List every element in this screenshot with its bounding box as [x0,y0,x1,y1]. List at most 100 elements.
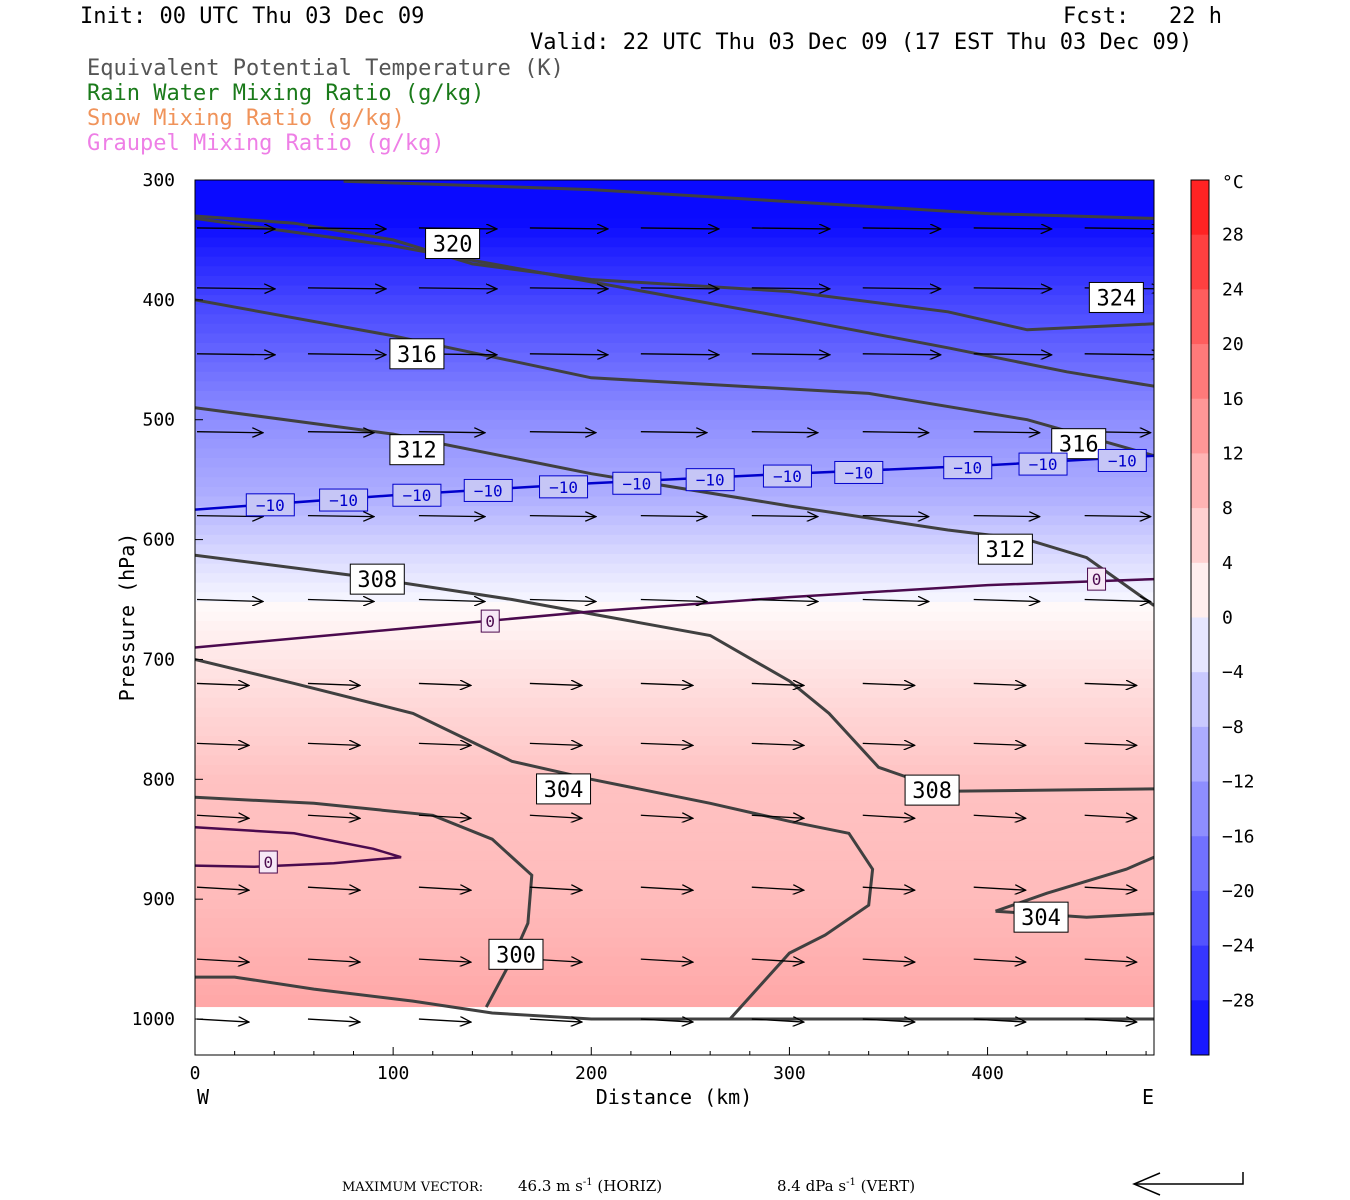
shading-band [195,870,1154,881]
theta-e-label: 300 [488,938,544,970]
wind-vector [751,815,804,818]
shading-band [195,486,1154,498]
theta-e-contour [343,180,1154,220]
svg-text:−10: −10 [256,496,285,515]
colorbar-unit: °C [1222,172,1244,193]
shading-band [195,956,1154,968]
svg-text:−10: −10 [549,478,578,497]
shading-band [195,889,1154,901]
wind-vector [862,1019,915,1022]
horiz-value-text: 46.3 m s [518,1177,583,1195]
x-tick-label: 200 [575,1063,608,1084]
wind-vector [862,959,915,962]
wind-vector [307,288,386,289]
shading-band [195,199,1154,210]
colorbar-tick-label: −24 [1222,936,1255,957]
colorbar-swatch [1191,289,1209,345]
shading-band [195,515,1154,527]
wind-vector [640,1019,693,1022]
shading-band [195,525,1154,536]
wind-vector [640,288,719,289]
wind-vector [418,887,471,890]
shading-band [195,966,1154,977]
colorbar-tick-label: 12 [1222,443,1244,464]
y-tick-label: 1000 [132,1009,175,1030]
shading-band [195,400,1154,412]
temperature-label: −10 [319,488,369,512]
colorbar-swatch [1191,344,1209,400]
colorbar-swatch [1191,781,1209,837]
footer-max-vector: MAXIMUM VECTOR: 46.3 m s-1 (HORIZ) 8.4 d… [342,1177,915,1195]
svg-text:−10: −10 [1108,451,1137,470]
shading-band [195,621,1154,632]
shading-band [195,275,1154,287]
wind-vector [196,354,275,355]
init-time: Init: 00 UTC Thu 03 Dec 09 [80,4,425,29]
wind-vector [862,516,929,517]
shading-band [195,927,1154,939]
shading-band [195,908,1154,920]
svg-text:0: 0 [1092,570,1102,589]
svg-text:324: 324 [1096,286,1136,311]
x-tick-label: 400 [971,1063,1004,1084]
y-tick-label: 600 [142,530,175,551]
shading-band [195,918,1154,929]
wind-vector [862,600,929,602]
shading-band [195,803,1154,814]
wind-vector [1084,1019,1137,1022]
wind-vector [862,354,941,355]
theta-e-label: 324 [1088,281,1144,313]
wind-vector [307,516,374,517]
legend-theta-e: Equivalent Potential Temperature (K) [87,56,564,81]
shading-band [195,371,1154,383]
wind-vector [418,432,485,433]
colorbar-swatch [1191,234,1209,290]
shading-band [195,630,1154,642]
wind-vector [529,743,582,745]
wind-vector [307,743,360,745]
theta-e-contour [195,975,1154,1021]
temperature-label: −10 [685,468,735,492]
wind-vector [751,354,830,355]
colorbar-tick-label: −20 [1222,881,1255,902]
wind-vector [973,743,1026,745]
vert-tag: (VERT) [861,1177,916,1195]
svg-text:320: 320 [433,233,473,258]
wind-vector [196,683,249,685]
svg-text:−10: −10 [622,474,651,493]
wind-vector [862,683,915,685]
shading-band [195,180,1154,191]
x-tick-label: 100 [377,1063,410,1084]
wind-vector [196,1019,249,1022]
wind-vector [307,887,360,890]
y-tick-label: 300 [142,170,175,191]
temperature-shading [195,180,1154,1055]
shading-band [195,659,1154,671]
y-tick-label: 800 [142,769,175,790]
shading-band [195,506,1154,517]
colorbar-tick-label: 20 [1222,334,1244,355]
shading-band [195,947,1154,958]
wind-vector [529,354,608,355]
shading-band [195,448,1154,460]
colorbar-tick-label: −4 [1222,662,1244,683]
shading-band [195,256,1154,268]
svg-text:300: 300 [496,943,536,968]
svg-text:308: 308 [357,568,397,593]
wind-vector [1084,887,1137,890]
wind-vector [196,516,263,517]
wind-vector [973,288,1052,289]
wind-vector [973,887,1026,890]
wind-vector [751,683,804,685]
below-ground [195,1007,1154,1055]
shading-band [195,304,1154,316]
shading-band [195,410,1154,421]
shading-band [195,707,1154,718]
wind-vector [751,432,818,433]
temperature-contour [195,577,1154,649]
wind-vector [529,516,596,517]
wind-vector [1084,600,1151,602]
wind-vector [196,959,249,962]
shading-band [195,333,1154,345]
svg-text:316: 316 [397,343,437,368]
